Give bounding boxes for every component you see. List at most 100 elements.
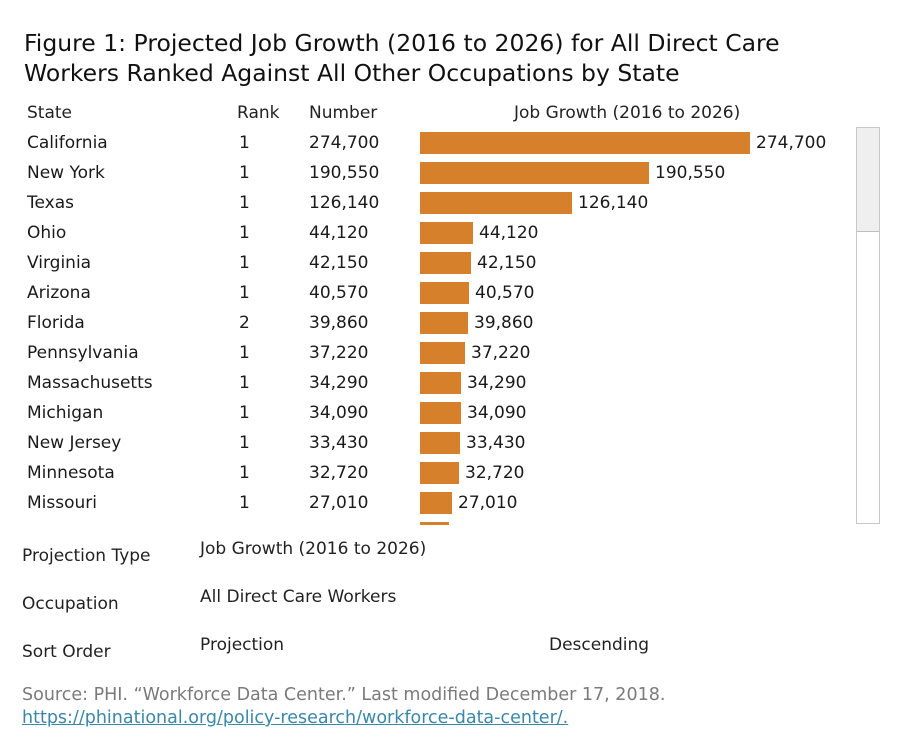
bar-value-label: 32,720 — [465, 463, 525, 483]
rank-value: 1 — [239, 522, 250, 525]
job-growth-bar-chart[interactable]: California 1 274,700 274,700 New York 1 190,55… — [0, 128, 899, 525]
bar-value-label: 42,150 — [477, 253, 537, 273]
chart-row[interactable]: Pennsylvania 1 37,220 37,220 — [0, 338, 850, 368]
occupation-select[interactable]: All Direct Care Workers — [200, 587, 397, 607]
number-value: 44,120 — [309, 223, 369, 243]
state-name: Pennsylvania — [27, 343, 139, 363]
number-value: 190,550 — [309, 163, 380, 183]
job-growth-bar[interactable] — [420, 372, 461, 394]
number-value: 274,700 — [309, 133, 380, 153]
chart-row[interactable]: Minnesota 1 32,720 32,720 — [0, 458, 850, 488]
bar-value-label: 190,550 — [655, 163, 726, 183]
job-growth-bar[interactable] — [420, 432, 460, 454]
state-name: Massachusetts — [27, 373, 153, 393]
job-growth-bar[interactable] — [420, 522, 449, 525]
number-value: 34,090 — [309, 403, 369, 423]
rank-value: 1 — [239, 343, 250, 363]
chart-row[interactable]: New Jersey 1 33,430 33,430 — [0, 428, 850, 458]
rank-value: 1 — [239, 283, 250, 303]
chart-row[interactable]: Colorado 1 24,430 24,430 — [0, 518, 850, 525]
state-name: Texas — [27, 193, 74, 213]
rank-value: 1 — [239, 373, 250, 393]
chart-row[interactable]: California 1 274,700 274,700 — [0, 128, 850, 158]
rank-value: 2 — [239, 313, 250, 333]
projection-type-label: Projection Type — [22, 546, 151, 566]
number-value: 34,290 — [309, 373, 369, 393]
rank-value: 1 — [239, 493, 250, 513]
chart-row[interactable]: Ohio 1 44,120 44,120 — [0, 218, 850, 248]
chart-title: Figure 1: Projected Job Growth (2016 to … — [24, 28, 874, 88]
state-name: Missouri — [27, 493, 97, 513]
bar-value-label: 24,430 — [455, 522, 514, 525]
bar-value-label: 33,430 — [466, 433, 526, 453]
sort-order-label: Sort Order — [22, 642, 111, 662]
occupation-label: Occupation — [22, 594, 119, 614]
number-column-header[interactable]: Number — [309, 103, 378, 123]
chart-row[interactable]: Florida 2 39,860 39,860 — [0, 308, 850, 338]
rank-value: 1 — [239, 403, 250, 423]
job-growth-bar[interactable] — [420, 132, 750, 154]
chart-row[interactable]: New York 1 190,550 190,550 — [0, 158, 850, 188]
bar-value-label: 126,140 — [578, 193, 649, 213]
sort-direction-select[interactable]: Descending — [549, 635, 650, 655]
rank-value: 1 — [239, 133, 250, 153]
bar-value-label: 27,010 — [458, 493, 518, 513]
sort-field-select[interactable]: Projection — [200, 635, 285, 655]
chart-row[interactable]: Michigan 1 34,090 34,090 — [0, 398, 850, 428]
job-growth-column-header[interactable]: Job Growth (2016 to 2026) — [514, 103, 741, 123]
chart-row[interactable]: Texas 1 126,140 126,140 — [0, 188, 850, 218]
source-note: Source: PHI. “Workforce Data Center.” La… — [22, 684, 665, 730]
rank-value: 1 — [239, 163, 250, 183]
state-name: Florida — [27, 313, 85, 333]
state-name: New York — [27, 163, 105, 183]
job-growth-bar[interactable] — [420, 402, 461, 424]
chart-title-line-1: Figure 1: Projected Job Growth (2016 to … — [24, 29, 780, 57]
job-growth-bar[interactable] — [420, 162, 649, 184]
rank-value: 1 — [239, 463, 250, 483]
state-column-header[interactable]: State — [27, 103, 72, 123]
bar-value-label: 40,570 — [475, 283, 535, 303]
chart-row[interactable]: Arizona 1 40,570 40,570 — [0, 278, 850, 308]
state-name: Ohio — [27, 223, 67, 243]
job-growth-bar[interactable] — [420, 312, 468, 334]
number-value: 42,150 — [309, 253, 369, 273]
state-name: Virginia — [27, 253, 92, 273]
state-name: New Jersey — [27, 433, 122, 453]
state-name: Minnesota — [27, 463, 115, 483]
rank-value: 1 — [239, 253, 250, 273]
number-value: 27,010 — [309, 493, 369, 513]
job-growth-bar[interactable] — [420, 462, 459, 484]
chart-row[interactable]: Missouri 1 27,010 27,010 — [0, 488, 850, 518]
bar-value-label: 39,860 — [474, 313, 534, 333]
job-growth-bar[interactable] — [420, 342, 465, 364]
chart-row[interactable]: Virginia 1 42,150 42,150 — [0, 248, 850, 278]
job-growth-bar[interactable] — [420, 222, 473, 244]
number-value: 32,720 — [309, 463, 369, 483]
state-name: Michigan — [27, 403, 104, 423]
job-growth-bar[interactable] — [420, 252, 471, 274]
rank-value: 1 — [239, 433, 250, 453]
chart-row[interactable]: Massachusetts 1 34,290 34,290 — [0, 368, 850, 398]
rank-value: 1 — [239, 223, 250, 243]
number-value: 24,430 — [309, 522, 368, 525]
number-value: 126,140 — [309, 193, 380, 213]
number-value: 40,570 — [309, 283, 369, 303]
bar-value-label: 44,120 — [479, 223, 539, 243]
number-value: 39,860 — [309, 313, 369, 333]
rank-value: 1 — [239, 193, 250, 213]
job-growth-bar[interactable] — [420, 192, 572, 214]
chart-scrollbar-thumb[interactable] — [857, 128, 879, 232]
bar-value-label: 37,220 — [471, 343, 531, 363]
number-value: 33,430 — [309, 433, 369, 453]
chart-title-line-2: Workers Ranked Against All Other Occupat… — [24, 59, 680, 87]
source-link[interactable]: https://phinational.org/policy-research/… — [22, 708, 569, 728]
state-name: California — [27, 133, 108, 153]
projection-type-select[interactable]: Job Growth (2016 to 2026) — [200, 539, 427, 559]
bar-value-label: 274,700 — [756, 133, 827, 153]
rank-column-header[interactable]: Rank — [237, 103, 280, 123]
state-name: Arizona — [27, 283, 91, 303]
job-growth-bar[interactable] — [420, 282, 469, 304]
chart-scrollbar[interactable] — [856, 127, 880, 524]
source-text: Source: PHI. “Workforce Data Center.” La… — [22, 685, 666, 705]
job-growth-bar[interactable] — [420, 492, 452, 514]
